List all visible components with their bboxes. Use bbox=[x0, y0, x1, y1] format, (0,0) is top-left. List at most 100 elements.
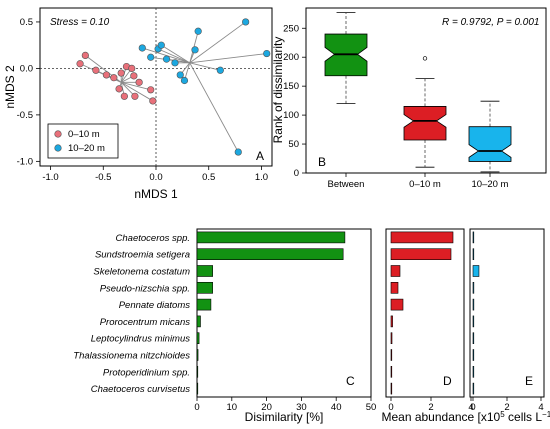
bar-pC-7 bbox=[196, 349, 199, 361]
xlabel-de-pre: Mean abundance [x10 bbox=[381, 410, 500, 424]
spider-line-s1-11 bbox=[189, 21, 246, 64]
spider-line-s1-13 bbox=[189, 62, 239, 153]
bar-pD-9 bbox=[390, 382, 393, 395]
bar-pE-6 bbox=[472, 332, 475, 345]
bar-pE-1 bbox=[472, 248, 475, 260]
bar-pE-2 bbox=[472, 265, 480, 277]
species-label-1: Sundstroemia setigera bbox=[95, 250, 190, 261]
legend-marker-shallow bbox=[54, 130, 62, 138]
data-point-s1-13 bbox=[234, 148, 242, 156]
bar-pD-3 bbox=[390, 281, 399, 294]
panel-e-deep-abundance: 0 2 4 E bbox=[469, 228, 545, 413]
panel-d-frame bbox=[385, 228, 465, 398]
bar-pC-3 bbox=[196, 281, 213, 294]
bar-pE-9 bbox=[472, 382, 475, 395]
y-axis-label: nMDS 2 bbox=[3, 65, 17, 109]
x-tick-label-pD-0: 0 bbox=[388, 402, 393, 413]
bar-pD-7 bbox=[390, 349, 393, 361]
data-point-s1-0 bbox=[138, 44, 146, 52]
x-tick-label-pE-1: 2 bbox=[504, 402, 509, 413]
data-point-s1-11 bbox=[242, 18, 250, 26]
species-label-6: Leptocylindrus minimus bbox=[91, 334, 191, 345]
y-tick-label-b-5: 250 bbox=[283, 23, 299, 34]
spider-line-s1-10 bbox=[189, 62, 221, 71]
box-1 bbox=[403, 106, 447, 141]
data-point-s1-4 bbox=[162, 55, 171, 63]
x-tick-label-2: 0.0 bbox=[149, 172, 162, 183]
data-point-s0-2 bbox=[92, 66, 100, 74]
bar-pC-8 bbox=[196, 365, 199, 378]
y-tick-label-b-3: 150 bbox=[283, 81, 299, 92]
data-point-s0-3 bbox=[102, 71, 111, 79]
bar-pC-6 bbox=[196, 332, 200, 345]
category-label-2: 10–20 m bbox=[472, 179, 509, 190]
bar-pD-1 bbox=[390, 248, 452, 260]
y-tick-label-b-2: 100 bbox=[283, 110, 299, 121]
data-point-s1-9 bbox=[194, 27, 202, 35]
data-point-s0-9 bbox=[135, 78, 143, 86]
data-point-s1-10 bbox=[216, 66, 224, 74]
xlabel-de-mid: cells L bbox=[505, 410, 543, 424]
y-tick-label-0: -1.0 bbox=[17, 156, 33, 167]
species-label-0: Chaetoceros spp. bbox=[116, 233, 190, 244]
y-tick-label-1: -0.5 bbox=[17, 110, 33, 121]
data-point-s0-1 bbox=[81, 51, 89, 60]
bar-pC-1 bbox=[196, 248, 344, 260]
spider-line-s1-1 bbox=[157, 48, 190, 64]
bar-pE-4 bbox=[472, 298, 475, 311]
stress-annotation: Stress = 0.10 bbox=[50, 17, 110, 28]
y-axis-label-b: Rank of dissimilarity bbox=[271, 37, 285, 144]
category-label-0: Between bbox=[328, 179, 365, 190]
bar-pD-6 bbox=[390, 332, 393, 345]
panel-a-nmds-plot: -1.0 -0.5 0.0 0.5 1.0 -1.0 -0.5 0.0 0.5 Stress … bbox=[3, 7, 273, 201]
data-point-s0-7 bbox=[128, 64, 136, 73]
panel-label-b: B bbox=[318, 155, 326, 169]
spider-line-s0-14 bbox=[120, 81, 154, 102]
spider-line-s1-2 bbox=[161, 44, 190, 64]
x-tick-label-pE-2: 4 bbox=[538, 402, 543, 413]
legend-label-deep: 10–20 m bbox=[68, 143, 105, 154]
stat-annotation: R = 0.9792, P = 0.001 bbox=[442, 17, 539, 28]
x-tick-label-pC-5: 50 bbox=[366, 402, 377, 413]
bar-pD-0 bbox=[390, 231, 454, 244]
data-point-s0-8 bbox=[130, 72, 138, 80]
bar-pC-5 bbox=[196, 315, 201, 328]
x-tick-label-3: 0.5 bbox=[202, 172, 215, 183]
x-tick-label-pC-2: 20 bbox=[261, 402, 272, 413]
x-tick-label-pE-0: 0 bbox=[470, 402, 475, 413]
legend-marker-deep bbox=[54, 144, 62, 152]
x-axis-label-c: Disimilarity [%] bbox=[245, 410, 324, 424]
bar-pE-8 bbox=[472, 365, 475, 378]
data-point-s0-11 bbox=[120, 92, 128, 100]
bar-pC-4 bbox=[196, 298, 212, 311]
bar-pE-5 bbox=[472, 315, 475, 328]
x-tick-label-pD-2: 4 bbox=[468, 402, 473, 413]
spider-line-s0-13 bbox=[121, 81, 151, 91]
data-point-s1-3 bbox=[147, 53, 155, 61]
bar-pC-2 bbox=[196, 265, 213, 277]
spider-line-s1-0 bbox=[142, 47, 190, 64]
species-label-8: Protoperidinium spp. bbox=[103, 367, 190, 378]
bar-pE-0 bbox=[472, 231, 475, 244]
data-point-s1-6 bbox=[176, 71, 184, 79]
x-axis-label-de: Mean abundance [x105 cells L−1] bbox=[381, 410, 550, 424]
panel-label-a: A bbox=[256, 149, 264, 163]
x-tick-label-pC-0: 0 bbox=[194, 402, 199, 413]
bar-pD-8 bbox=[390, 365, 393, 378]
panel-c-frame bbox=[196, 228, 372, 398]
x-axis-label: nMDS 1 bbox=[134, 187, 178, 201]
data-point-s0-5 bbox=[117, 69, 125, 77]
panel-c-dissimilarity-bars: 0 10 20 30 40 50 Chaetoceros spp. Sundstroemia… bbox=[73, 228, 377, 424]
data-point-s0-10 bbox=[115, 85, 123, 93]
species-label-2: Skeletonema costatum bbox=[93, 267, 190, 278]
bar-pD-2 bbox=[390, 265, 401, 277]
xlabel-de-sup1: 5 bbox=[500, 410, 505, 419]
legend-label-shallow: 0–10 m bbox=[68, 129, 100, 140]
data-point-s1-5 bbox=[171, 59, 179, 67]
legend: 0–10 m 10–20 m bbox=[47, 123, 119, 159]
data-point-s0-4 bbox=[110, 74, 118, 82]
box-2 bbox=[468, 126, 512, 162]
data-point-s1-12 bbox=[263, 49, 271, 58]
panel-label-e: E bbox=[525, 374, 533, 388]
x-tick-label-pD-1: 2 bbox=[428, 402, 433, 413]
